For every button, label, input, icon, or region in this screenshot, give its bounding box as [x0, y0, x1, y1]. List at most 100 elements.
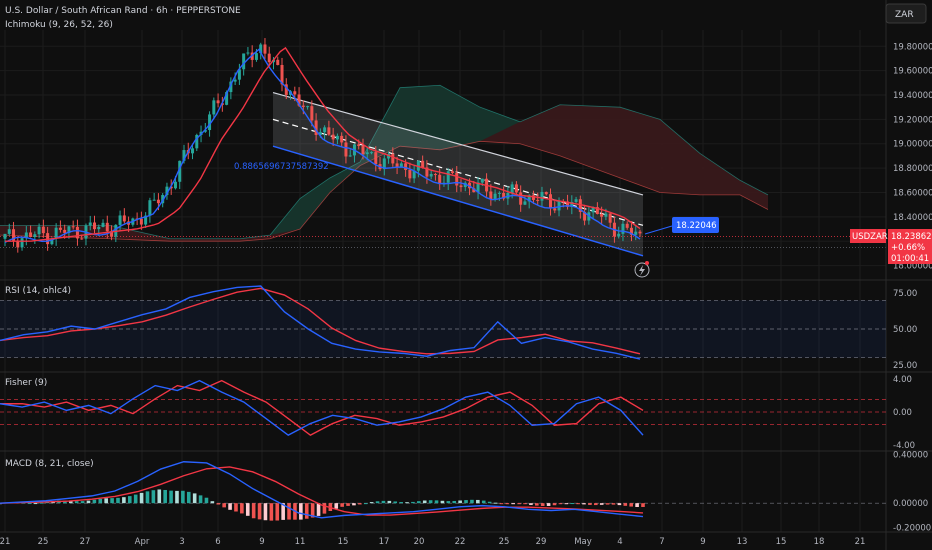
macd-histogram-bar [210, 501, 215, 504]
macd-histogram-bar [387, 500, 392, 504]
target-badge[interactable] [672, 217, 719, 233]
rsi-tick-label: 50.00 [893, 325, 917, 335]
rsi-pane[interactable]: 75.00 50.00 25.00 [0, 285, 917, 371]
price-tick-label: 18.80000 [893, 164, 932, 174]
symbol-tag[interactable] [850, 229, 886, 243]
macd-histogram-bar [605, 503, 610, 505]
candle-body [391, 154, 395, 164]
macd-histogram-bar [363, 503, 368, 505]
candle-body [408, 169, 412, 179]
candle-body [203, 130, 207, 132]
macd-histogram-bar [411, 501, 415, 504]
candle-body [531, 195, 535, 200]
candle-body [293, 91, 297, 95]
candle-body [425, 167, 429, 177]
macd-pane[interactable]: 0.40000 0.00000 -0.20000 [0, 450, 931, 534]
candle-body [63, 229, 67, 233]
candle-body [523, 201, 527, 205]
macd-histogram-bar [582, 503, 586, 505]
price-tick-label: 19.80000 [893, 42, 932, 52]
candle-body [472, 188, 476, 193]
candle-body [118, 215, 122, 225]
currency-button[interactable] [885, 3, 927, 24]
macd-histogram-bar [564, 503, 569, 505]
symbol-tag-label: USDZAR [852, 232, 888, 242]
candle-body [331, 134, 335, 140]
candle-body [71, 226, 75, 228]
candle-body [455, 172, 459, 186]
candle-body [139, 218, 143, 225]
macd-histogram-bar [68, 500, 73, 504]
macd-histogram-bar [304, 503, 309, 519]
candle-body [566, 201, 570, 207]
macd-histogram-bar [641, 503, 645, 507]
candle-body [416, 160, 420, 171]
candle-body [480, 178, 484, 183]
macd-histogram-bar [116, 497, 120, 504]
candle-body [101, 222, 105, 227]
macd-histogram-bar [470, 499, 474, 504]
macd-histogram-bar [122, 497, 126, 504]
ichimoku-lines [4, 46, 641, 244]
candle-body [327, 127, 331, 135]
time-tick-label: 18 [814, 537, 825, 547]
macd-histogram-bar [635, 503, 639, 507]
candle-body [12, 229, 16, 241]
candle-body [178, 160, 182, 182]
macd-histogram-bar [487, 501, 492, 504]
candle-body [67, 226, 71, 233]
macd-histogram-bar [588, 503, 592, 505]
candle-body [634, 231, 638, 235]
candle-body [344, 142, 348, 157]
candle-body [173, 181, 177, 189]
macd-histogram-bar [322, 503, 327, 514]
lightning-icon[interactable] [634, 262, 650, 278]
candle-body [335, 135, 339, 140]
price-tick-label: 19.20000 [893, 115, 932, 125]
macd-histogram-bar [27, 503, 32, 505]
candle-body [246, 52, 250, 54]
candle-body [242, 53, 246, 70]
macd-histogram-bar [98, 498, 103, 504]
candle-body [438, 174, 442, 185]
macd-line [0, 461, 644, 519]
time-tick-label: May [574, 537, 592, 547]
candle-body [433, 174, 437, 176]
candle-body [638, 231, 642, 234]
macd-histogram-bar [181, 490, 185, 504]
indicator-title[interactable]: Ichimoku (9, 26, 52, 26) [5, 20, 113, 30]
candle-body [365, 152, 369, 155]
last-price-tag[interactable] [888, 229, 932, 264]
macd-histogram-bar [499, 503, 504, 505]
candle-body [348, 155, 352, 157]
macd-histogram-bar [393, 501, 398, 504]
macd-histogram-bar [39, 502, 44, 504]
candle-body [37, 226, 41, 235]
candle-body [497, 192, 501, 194]
macd-histogram-bar [104, 498, 108, 504]
price-tick-label: 18.60000 [893, 188, 932, 198]
candle-body [122, 215, 126, 222]
candle-body [591, 207, 595, 213]
macd-histogram-bar [275, 503, 280, 521]
macd-signal-line [0, 466, 644, 516]
macd-histogram-bar [629, 503, 634, 507]
macd-histogram-bar [540, 503, 545, 506]
cloud-fill-bullish [270, 85, 520, 236]
rsi-title[interactable]: RSI (14, ohlc4) [5, 286, 71, 296]
candle-body [570, 201, 574, 207]
fisher-pane[interactable]: 4.00 0.00 -4.00 [0, 375, 915, 451]
fisher-title[interactable]: Fisher (9) [5, 378, 47, 388]
rsi-tick-label: 75.00 [893, 289, 917, 299]
time-axis[interactable]: 21 25 27 Apr 3 6 9 11 15 17 20 22 25 29 May 4 7 9 13 15 18 21 [0, 537, 865, 547]
time-tick-label: 20 [414, 537, 425, 547]
macd-histogram-bar [428, 500, 433, 504]
alert-dot [645, 261, 649, 265]
macd-histogram-bar [576, 503, 580, 505]
candle-body [233, 79, 237, 82]
macd-title[interactable]: MACD (8, 21, close) [5, 459, 94, 469]
fisher-trigger-line [0, 379, 644, 436]
candle-body [229, 81, 233, 93]
